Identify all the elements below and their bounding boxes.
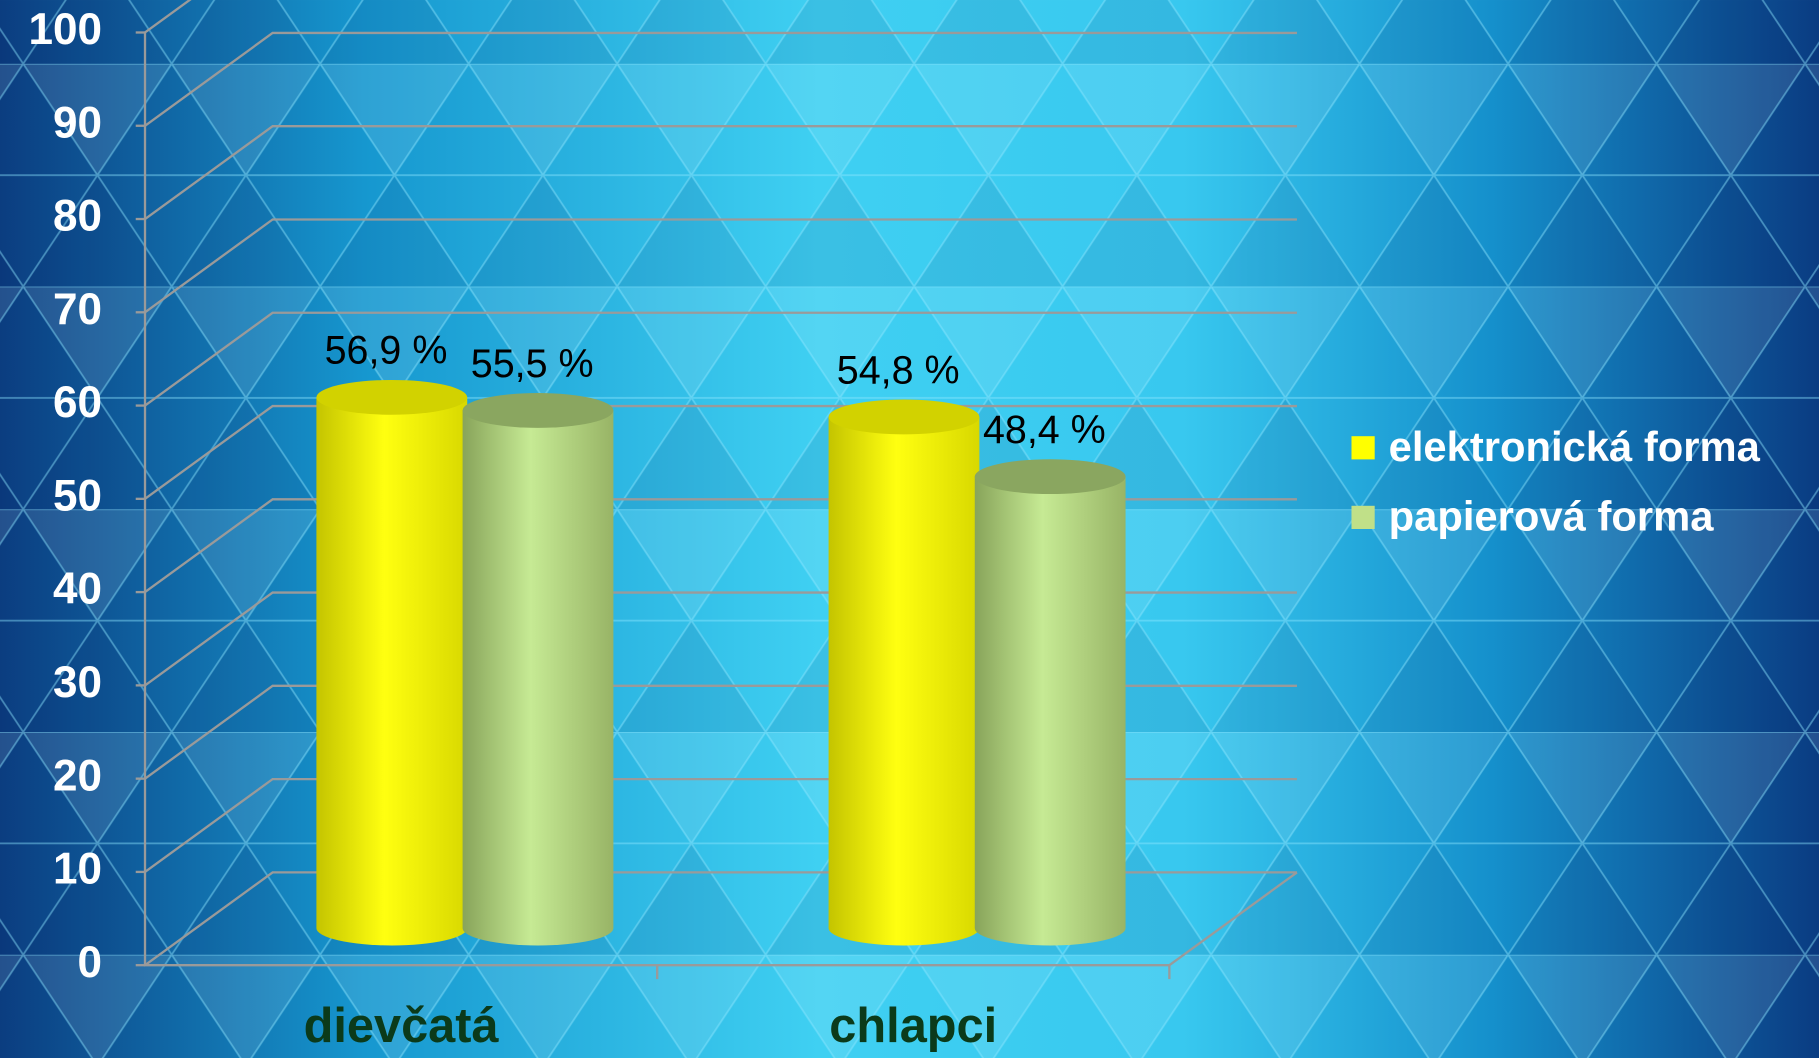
bar-body — [316, 397, 468, 946]
grid-line — [144, 31, 1297, 127]
bar-body — [462, 410, 614, 946]
bar — [316, 379, 468, 946]
y-tick-label: 20 — [53, 751, 102, 800]
data-label: 55,5 % — [471, 342, 594, 386]
data-label: 56,9 % — [325, 329, 448, 373]
x-tick-label: dievčatá — [304, 999, 500, 1053]
y-tick-label: 70 — [53, 285, 102, 334]
data-label: 54,8 % — [837, 348, 960, 392]
y-tick-label: 60 — [53, 378, 102, 427]
grid-line — [144, 218, 1297, 314]
legend-label: papierová forma — [1389, 493, 1715, 540]
bar-body — [974, 476, 1126, 946]
y-tick-label: 40 — [53, 565, 102, 614]
grid-line — [144, 0, 192, 34]
bar-body — [828, 416, 980, 946]
y-tick-label: 10 — [53, 845, 102, 894]
grid-line — [144, 311, 1297, 407]
bar-top — [828, 399, 980, 435]
bar — [462, 393, 614, 946]
bar-top — [316, 379, 468, 415]
y-tick-label: 50 — [53, 471, 102, 520]
y-tick-label: 90 — [53, 98, 102, 147]
x-tick-label: chlapci — [829, 999, 997, 1053]
legend-swatch — [1351, 505, 1375, 529]
grid-line — [144, 125, 1297, 220]
data-label: 48,4 % — [983, 408, 1106, 452]
y-tick-label: 0 — [78, 938, 103, 987]
y-tick-label: 80 — [53, 192, 102, 241]
y-tick-label: 100 — [29, 5, 103, 54]
bar-top — [462, 393, 614, 428]
legend-swatch — [1351, 436, 1375, 460]
y-tick-label: 30 — [53, 658, 102, 707]
bar — [974, 459, 1126, 946]
legend-label: elektronická forma — [1389, 423, 1761, 470]
bar — [828, 399, 980, 946]
bar-top — [974, 459, 1126, 495]
